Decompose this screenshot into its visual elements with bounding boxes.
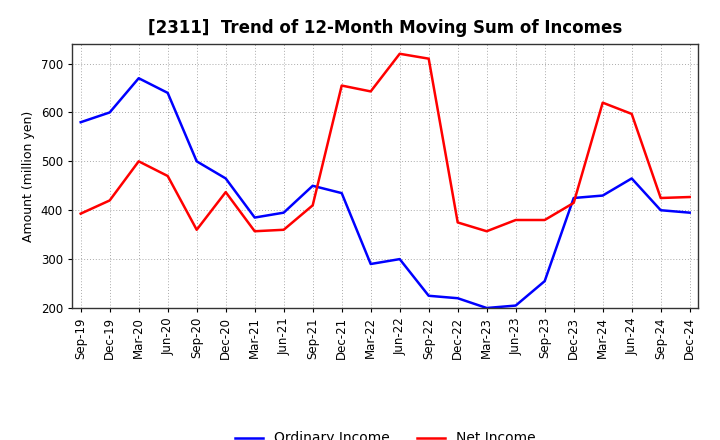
Legend: Ordinary Income, Net Income: Ordinary Income, Net Income [229, 426, 541, 440]
Net Income [685, 194, 694, 200]
Ordinary Income [395, 257, 404, 262]
Ordinary Income [424, 293, 433, 298]
Net Income [251, 229, 259, 234]
Title: [2311]  Trend of 12-Month Moving Sum of Incomes: [2311] Trend of 12-Month Moving Sum of I… [148, 19, 622, 37]
Ordinary Income [105, 110, 114, 115]
Ordinary Income [657, 208, 665, 213]
Net Income [76, 211, 85, 216]
Net Income [511, 217, 520, 223]
Ordinary Income [221, 176, 230, 181]
Net Income [598, 100, 607, 105]
Ordinary Income [511, 303, 520, 308]
Ordinary Income [598, 193, 607, 198]
Net Income [338, 83, 346, 88]
Net Income [135, 159, 143, 164]
Net Income [454, 220, 462, 225]
Ordinary Income [685, 210, 694, 215]
Ordinary Income [163, 90, 172, 95]
Line: Net Income: Net Income [81, 54, 690, 231]
Net Income [163, 173, 172, 179]
Ordinary Income [338, 191, 346, 196]
Line: Ordinary Income: Ordinary Income [81, 78, 690, 308]
Net Income [279, 227, 288, 232]
Ordinary Income [279, 210, 288, 215]
Ordinary Income [627, 176, 636, 181]
Ordinary Income [308, 183, 317, 188]
Ordinary Income [482, 305, 491, 311]
Net Income [482, 229, 491, 234]
Net Income [627, 111, 636, 117]
Ordinary Income [135, 76, 143, 81]
Net Income [105, 198, 114, 203]
Net Income [308, 203, 317, 208]
Net Income [395, 51, 404, 56]
Ordinary Income [366, 261, 375, 267]
Ordinary Income [251, 215, 259, 220]
Net Income [541, 217, 549, 223]
Net Income [221, 190, 230, 195]
Ordinary Income [192, 159, 201, 164]
Net Income [192, 227, 201, 232]
Ordinary Income [76, 120, 85, 125]
Y-axis label: Amount (million yen): Amount (million yen) [22, 110, 35, 242]
Ordinary Income [541, 279, 549, 284]
Ordinary Income [454, 296, 462, 301]
Net Income [657, 195, 665, 201]
Net Income [424, 56, 433, 61]
Net Income [570, 200, 578, 205]
Ordinary Income [570, 195, 578, 201]
Net Income [366, 89, 375, 94]
